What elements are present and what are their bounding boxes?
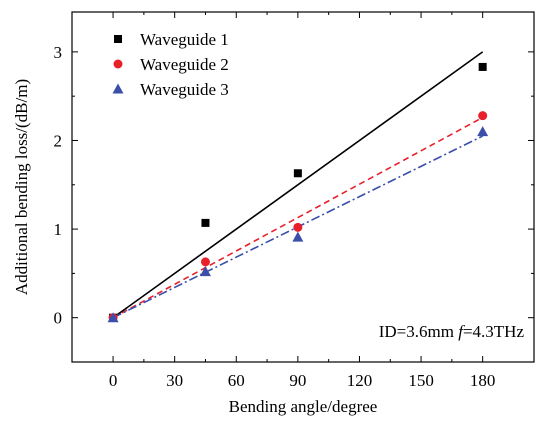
legend-marker-series-2 <box>113 59 123 69</box>
legend-marker-series-1 <box>114 35 122 43</box>
data-point-series-3 <box>199 266 211 277</box>
legend-marker-series-3 <box>112 83 124 94</box>
fit-line-series-2 <box>112 116 484 319</box>
data-point-series-2 <box>478 111 488 121</box>
legend-label-series-3: Waveguide 3 <box>140 80 229 99</box>
y-tick-label: 1 <box>54 220 63 239</box>
annotation-italic: f <box>458 322 465 341</box>
x-tick-label: 120 <box>347 371 373 390</box>
data-point-series-1 <box>293 169 302 178</box>
y-axis-label: Additional bending loss/(dB/m) <box>12 79 31 295</box>
x-tick-label: 150 <box>408 371 434 390</box>
chart-annotation: ID=3.6mm f=4.3THz <box>379 322 525 341</box>
plot-frame <box>71 11 535 363</box>
annotation-suffix: =4.3THz <box>463 322 524 341</box>
legend-label-series-1: Waveguide 1 <box>140 30 229 49</box>
data-point-series-3 <box>292 231 304 242</box>
y-tick-label: 2 <box>54 131 63 150</box>
x-tick-label: 0 <box>109 371 118 390</box>
data-point-series-2 <box>293 222 303 232</box>
x-tick-label: 180 <box>470 371 496 390</box>
x-tick-label: 60 <box>228 371 245 390</box>
legend-label-series-2: Waveguide 2 <box>140 55 229 74</box>
data-point-series-2 <box>200 257 210 267</box>
annotation-prefix: ID=3.6mm <box>379 322 458 341</box>
x-tick-label: 30 <box>166 371 183 390</box>
x-axis-label: Bending angle/degree <box>229 397 378 416</box>
x-tick-label: 90 <box>289 371 306 390</box>
data-point-series-1 <box>201 218 210 227</box>
fit-line-series-1 <box>112 51 484 319</box>
data-point-series-3 <box>477 126 489 137</box>
data-point-series-3 <box>107 312 119 323</box>
y-tick-label: 3 <box>54 43 63 62</box>
y-tick-label: 0 <box>54 309 63 328</box>
data-point-series-1 <box>478 62 487 71</box>
